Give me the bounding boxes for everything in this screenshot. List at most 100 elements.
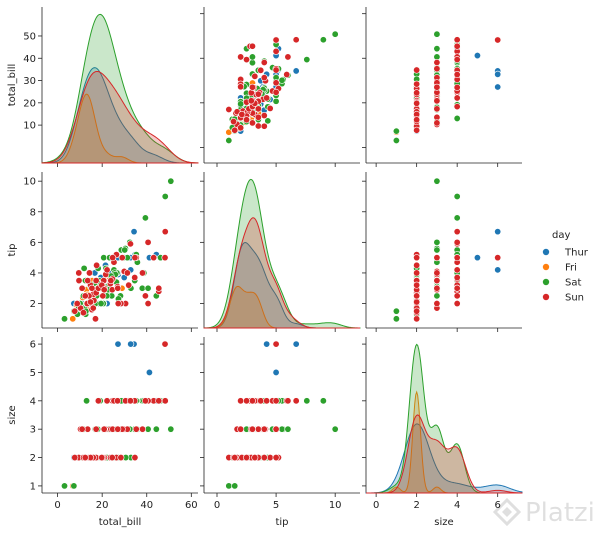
data-point [319,397,327,405]
data-point [433,284,441,292]
data-point [248,425,256,433]
data-point [167,425,175,433]
data-point [161,397,169,405]
data-point [71,454,79,462]
data-point [433,119,441,127]
data-point [81,292,89,300]
legend-label: Sun [565,293,584,304]
data-point [433,292,441,300]
data-point [272,454,280,462]
data-point [494,254,502,262]
data-point [494,70,502,78]
data-point [237,124,245,132]
y-axis-title: size [7,405,18,424]
data-point [167,177,175,185]
data-point [145,368,153,376]
series-sun [413,228,502,323]
data-point [272,397,280,405]
data-point [453,228,461,236]
data-point [243,454,251,462]
data-point [81,454,89,462]
data-point [257,66,265,74]
kde-sun [203,217,360,329]
data-point [251,454,259,462]
data-point [114,397,122,405]
data-point [108,454,116,462]
data-point [247,97,255,105]
data-point [303,56,311,64]
data-point [413,89,421,97]
data-point [100,425,108,433]
y-tick-label: 6 [30,238,36,249]
kde-sun [366,414,523,494]
data-point [85,269,93,277]
x-tick-label: 60 [185,500,198,511]
data-point [413,66,421,74]
data-point [231,482,239,490]
y-tick-label: 3 [30,425,36,436]
x-axis-title: tip [275,517,288,528]
y-tick-label: 2 [30,299,36,310]
series-sun [413,36,502,134]
y-tick-label: 50 [23,31,36,42]
data-point [248,42,256,50]
data-point [453,56,461,64]
y-tick-label: 5 [30,368,36,379]
data-point [453,284,461,292]
x-tick-label: 10 [329,500,342,511]
legend-title: day [552,230,570,241]
y-tick-label: 40 [23,54,36,65]
data-point [84,277,92,285]
data-point [231,454,239,462]
x-axis-title: size [434,517,453,528]
data-point [494,83,502,91]
data-point [292,397,300,405]
data-point [131,274,139,282]
data-point [260,425,268,433]
data-point [161,228,169,236]
data-point [392,315,400,323]
legend-marker [542,263,550,271]
data-point [453,300,461,308]
data-point [107,277,115,285]
data-point [284,397,292,405]
y-tick-label: 6 [30,340,36,351]
data-point [331,30,339,38]
y-tick-label: 1 [30,481,36,492]
data-point [91,315,99,323]
data-point [292,67,300,75]
data-point [413,116,421,124]
data-point [260,74,268,82]
data-point [92,277,100,285]
data-point [75,277,83,285]
data-point [99,292,107,300]
data-point [284,425,292,433]
data-point [78,425,86,433]
y-axis-title: tip [7,243,18,256]
data-point [266,454,274,462]
data-point [114,425,122,433]
data-point [260,122,268,130]
data-point [132,425,140,433]
data-point [272,47,280,55]
data-point [248,397,256,405]
data-point [248,53,256,61]
kde-thur [41,67,198,164]
data-point [433,269,441,277]
legend-marker [542,293,550,301]
data-point [237,100,245,108]
data-point [260,454,268,462]
data-point [254,122,262,130]
data-point [392,136,400,144]
data-point [150,254,158,262]
data-point [114,340,122,348]
x-tick-label: 6 [495,500,501,511]
data-point [453,36,461,44]
data-point [61,315,69,323]
legend-item-fri: Fri [542,263,577,274]
x-tick-label: 20 [96,500,109,511]
data-point [254,90,262,98]
data-point [103,266,111,274]
data-point [161,340,169,348]
data-point [319,36,327,44]
